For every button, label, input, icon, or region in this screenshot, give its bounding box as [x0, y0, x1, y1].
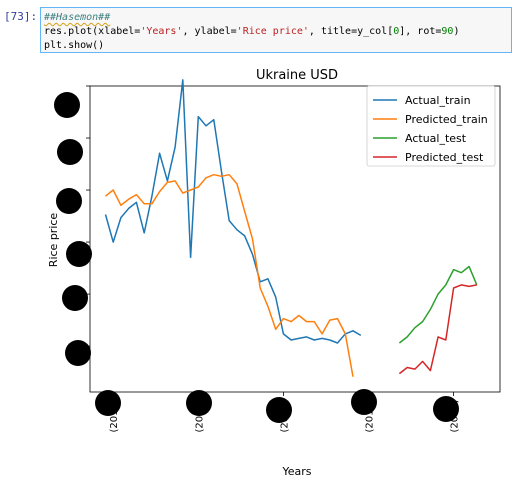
redaction-dot	[186, 390, 212, 416]
redaction-dot	[65, 340, 91, 366]
x-axis-label: Years	[281, 465, 311, 478]
code-cell[interactable]: ##Hasemon## res.plot(xlabel='Years', yla…	[40, 7, 512, 53]
redaction-dot	[266, 397, 292, 423]
code-line-show: plt.show()	[44, 40, 105, 51]
redaction-dot	[433, 396, 459, 422]
chart-title: Ukraine USD	[256, 68, 338, 83]
legend-label: Predicted_test	[405, 151, 484, 164]
code-line-plot: res.plot(xlabel='Years', ylabel='Rice pr…	[44, 26, 460, 37]
legend-label: Actual_train	[405, 94, 471, 107]
redaction-dot	[95, 390, 121, 416]
legend-label: Actual_test	[405, 132, 467, 145]
series-line-actual-test	[398, 265, 478, 344]
redaction-dots	[54, 92, 459, 423]
redaction-dot	[56, 188, 82, 214]
y-axis-label: Rice price	[47, 213, 60, 268]
y-axis	[86, 85, 90, 347]
redaction-dot	[351, 389, 377, 415]
redaction-dot	[66, 241, 92, 267]
redaction-dot	[62, 285, 88, 311]
plot-frame	[89, 85, 501, 393]
series-line-actual-train	[104, 79, 362, 344]
series-line-predicted-test	[398, 284, 477, 375]
code-comment: ##Hasemon##	[44, 12, 111, 23]
cell-prompt: [73]:	[4, 10, 38, 23]
line-chart: Ukraine USD (2014,(2015,(2015,(2016,(201…	[47, 68, 501, 478]
series-lines	[104, 79, 478, 377]
x-tick-label: (2016,	[364, 400, 375, 433]
redaction-dot	[54, 92, 80, 118]
legend-label: Predicted_train	[405, 113, 488, 126]
x-tick-label: (2015,	[194, 400, 205, 433]
x-tick-label: (2014,	[109, 400, 120, 433]
series-line-predicted-train	[105, 173, 354, 377]
chart-legend: Actual_train Predicted_train Actual_test Pr…	[366, 85, 496, 167]
redaction-dot	[57, 139, 83, 165]
